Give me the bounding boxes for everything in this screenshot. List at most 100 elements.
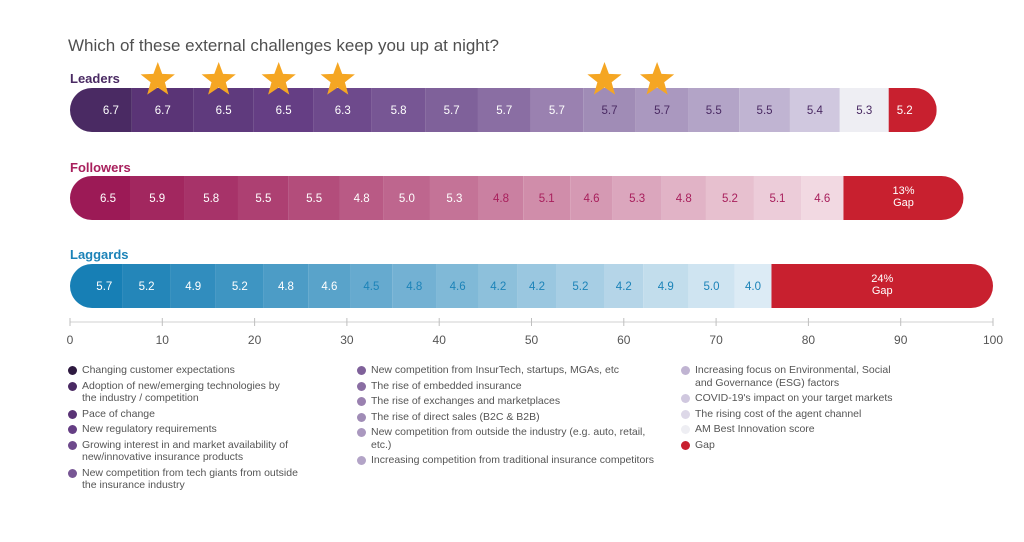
legend-item: AM Best Innovation score xyxy=(681,423,911,436)
legend-label: COVID-19's impact on your target markets xyxy=(695,392,893,404)
data-label: 5.2 xyxy=(139,281,155,293)
bar-segment xyxy=(888,88,937,132)
data-label: 4.6 xyxy=(814,193,830,205)
data-label: 4.6 xyxy=(321,281,337,293)
bar-segment xyxy=(339,176,384,220)
data-label: 6.5 xyxy=(216,105,232,117)
legend-swatch-icon xyxy=(68,425,77,434)
legend-label: New regulatory requirements xyxy=(82,423,217,435)
bar-segment xyxy=(131,88,194,132)
legend-item: Pace of change xyxy=(68,408,328,421)
bar-segment xyxy=(478,264,518,308)
bar-segment xyxy=(688,88,740,132)
bar-segment xyxy=(129,176,185,220)
bar-segment xyxy=(753,176,802,220)
x-tick-label: 10 xyxy=(156,333,170,347)
data-label: 4.8 xyxy=(676,193,692,205)
legend-item: Adoption of new/emerging technologies by… xyxy=(68,380,328,405)
data-label: 5.5 xyxy=(706,105,722,117)
data-label: 5.7 xyxy=(96,281,112,293)
chart-title: Which of these external challenges keep … xyxy=(68,36,499,55)
x-tick-label: 70 xyxy=(709,333,723,347)
star-icon xyxy=(140,62,175,95)
legend-item: New competition from InsurTech, startups… xyxy=(357,364,667,377)
data-label: 4.6 xyxy=(583,193,599,205)
bar-segment xyxy=(661,176,706,220)
stacked-bar-chart: Leaders 6.7 6.7 6.5 6.5 6.3 5.8 5.7 5.7 5.7 5.7 5.7… xyxy=(67,62,1003,347)
bar-segment xyxy=(734,264,772,308)
legend-item: Growing interest in and market availabil… xyxy=(68,439,328,464)
data-label: 5.5 xyxy=(306,193,322,205)
data-label: 4.0 xyxy=(745,281,761,293)
legend-label: The rise of exchanges and marketplaces xyxy=(371,395,561,407)
bar-segment xyxy=(612,176,662,220)
data-label: 5.7 xyxy=(549,105,565,117)
legend-label: New competition from outside the industr… xyxy=(371,426,646,451)
bar-segment xyxy=(705,176,754,220)
bar-segment xyxy=(308,264,351,308)
bar-segment xyxy=(478,176,524,220)
bar-laggards xyxy=(70,264,993,308)
bar-segment xyxy=(635,88,689,132)
legend-swatch-icon xyxy=(357,397,366,406)
star-icon xyxy=(201,62,236,95)
bar-segment xyxy=(425,88,478,132)
legend-swatch-icon xyxy=(681,440,690,450)
data-label: 6.5 xyxy=(100,193,116,205)
legend-label: Changing customer expectations xyxy=(82,364,235,376)
x-tick-label: 0 xyxy=(67,333,74,347)
data-label: 6.5 xyxy=(276,105,292,117)
data-label: 4.9 xyxy=(185,281,201,293)
x-tick-label: 50 xyxy=(525,333,539,347)
legend-column-1: Changing customer expectations Adoption o… xyxy=(68,364,328,495)
data-label: 5.0 xyxy=(399,193,415,205)
x-tick-label: 60 xyxy=(617,333,631,347)
data-label: 5.9 xyxy=(149,193,165,205)
legend-item: COVID-19's impact on your target markets xyxy=(681,392,911,405)
legend-swatch-icon xyxy=(68,440,77,450)
legend-item: New regulatory requirements xyxy=(68,423,328,436)
bar-segment xyxy=(383,176,430,220)
data-label: 5.2 xyxy=(722,193,738,205)
data-label: 4.5 xyxy=(363,281,379,293)
bar-segment xyxy=(371,88,426,132)
data-label: 5.2 xyxy=(232,281,248,293)
bar-segment xyxy=(215,264,264,308)
x-tick-label: 40 xyxy=(433,333,447,347)
bar-segment xyxy=(570,176,613,220)
data-label: 6.7 xyxy=(155,105,171,117)
data-label: 4.2 xyxy=(490,281,506,293)
x-tick-label: 20 xyxy=(248,333,262,347)
bar-segment xyxy=(801,176,844,220)
legend-label: The rising cost of the agent channel xyxy=(695,407,862,420)
gap-segment xyxy=(771,264,993,308)
x-tick-label: 90 xyxy=(894,333,908,347)
gap-label: 24% Gap xyxy=(871,273,893,297)
row-label-laggards: Laggards xyxy=(70,247,129,262)
legend-item: Gap xyxy=(681,439,911,452)
bar-segment xyxy=(70,264,123,308)
data-label: 5.3 xyxy=(629,193,645,205)
legend-item: The rise of exchanges and marketplaces xyxy=(357,395,667,408)
legend-swatch-icon xyxy=(357,428,366,437)
bar-segment xyxy=(477,88,531,132)
bar-segment xyxy=(688,264,735,308)
legend-item: Increasing competition from traditional … xyxy=(357,454,667,467)
bar-segment xyxy=(436,264,479,308)
bar-segment xyxy=(288,176,340,220)
legend-column-3: Increasing focus on Environmental, Socia… xyxy=(681,364,911,454)
legend-item: The rise of direct sales (B2C & B2B) xyxy=(357,411,667,424)
x-tick-label: 30 xyxy=(340,333,354,347)
bar-segment xyxy=(122,264,171,308)
data-label: 5.1 xyxy=(539,193,555,205)
data-label: 4.9 xyxy=(658,281,674,293)
data-label: 5.7 xyxy=(654,105,670,117)
legend-item: New competition from tech giants from ou… xyxy=(68,467,328,492)
data-label: 4.2 xyxy=(529,281,545,293)
legend-swatch-icon xyxy=(68,409,77,419)
star-icon xyxy=(261,62,296,95)
data-label: 5.3 xyxy=(856,105,872,117)
legend-label: Growing interest in and market availabil… xyxy=(82,438,289,464)
data-label: 5.7 xyxy=(601,105,617,117)
data-label: 4.8 xyxy=(354,193,370,205)
